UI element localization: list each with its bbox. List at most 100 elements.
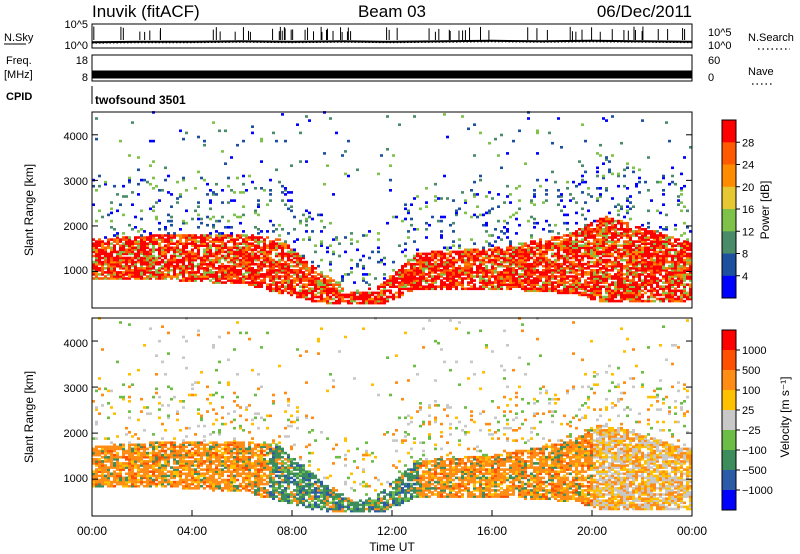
heatmap-cell — [683, 289, 686, 293]
heatmap-cell — [530, 273, 533, 276]
heatmap-cell — [188, 236, 191, 239]
heatmap-cell — [200, 267, 203, 270]
heatmap-cell — [539, 260, 542, 264]
heatmap-cell — [251, 244, 254, 247]
heatmap-cell — [605, 277, 608, 280]
heatmap-cell — [623, 281, 626, 284]
heatmap-cell — [431, 264, 434, 268]
heatmap-cell — [551, 281, 554, 284]
heatmap-cell — [497, 275, 500, 278]
heatmap-cell — [620, 287, 623, 291]
heatmap-cell — [281, 291, 284, 295]
heatmap-cell — [539, 240, 542, 243]
heatmap-cell — [467, 250, 470, 254]
heatmap-cell — [215, 281, 218, 284]
heatmap-cell — [305, 260, 308, 264]
heatmap-cell — [545, 269, 548, 272]
heatmap-cell — [254, 248, 257, 252]
heatmap-cell — [563, 260, 566, 264]
heatmap-cell — [296, 260, 299, 264]
heatmap-cell — [458, 264, 461, 268]
heatmap-cell — [536, 283, 539, 286]
heatmap-cell — [98, 480, 101, 484]
heatmap-cell — [140, 246, 143, 250]
heatmap-cell — [605, 158, 608, 161]
heatmap-cell — [275, 287, 278, 291]
heatmap-cell — [218, 264, 221, 268]
heatmap-cell — [623, 277, 626, 280]
heatmap-cell — [611, 264, 614, 268]
heatmap-cell — [503, 219, 506, 223]
heatmap-cell — [446, 246, 449, 250]
heatmap-cell — [332, 285, 335, 288]
heatmap-cell — [242, 182, 245, 186]
heatmap-cell — [611, 236, 614, 239]
heatmap-cell — [671, 277, 674, 280]
heatmap-cell — [209, 207, 212, 211]
heatmap-cell — [653, 269, 656, 272]
heatmap-cell — [251, 258, 254, 262]
heatmap-cell — [503, 256, 506, 260]
heatmap-cell — [503, 271, 506, 274]
heatmap-cell — [644, 299, 647, 303]
heatmap-cell — [185, 234, 188, 237]
heatmap-cell — [566, 285, 569, 288]
heatmap-cell — [596, 291, 599, 295]
heatmap-cell — [125, 426, 128, 430]
heatmap-cell — [626, 236, 629, 239]
heatmap-cell — [434, 254, 437, 258]
heatmap-cell — [467, 283, 470, 286]
heatmap-cell — [536, 277, 539, 280]
heatmap-cell — [245, 254, 248, 258]
heatmap-cell — [626, 295, 629, 299]
heatmap-cell — [656, 271, 659, 274]
heatmap-cell — [398, 295, 401, 299]
heatmap-cell — [671, 271, 674, 274]
heatmap-cell — [332, 252, 335, 256]
heatmap-cell — [575, 184, 578, 188]
heatmap-cell — [641, 299, 644, 303]
heatmap-cell — [500, 279, 503, 282]
heatmap-cell — [128, 395, 131, 399]
heatmap-cell — [617, 275, 620, 278]
heatmap-cell — [530, 215, 533, 219]
heatmap-cell — [572, 271, 575, 274]
heatmap-cell — [128, 400, 131, 403]
heatmap-cell — [290, 269, 293, 272]
heatmap-cell — [602, 252, 605, 256]
heatmap-cell — [152, 478, 155, 482]
heatmap-cell — [515, 217, 518, 221]
heatmap-cell — [533, 246, 536, 250]
heatmap-cell — [605, 264, 608, 268]
heatmap-cell — [95, 254, 98, 258]
heatmap-cell — [149, 234, 152, 237]
heatmap-cell — [545, 287, 548, 291]
heatmap-cell — [497, 246, 500, 250]
heatmap-cell — [443, 113, 446, 116]
nave-right-tick-top: 60 — [708, 55, 720, 67]
heatmap-cell — [257, 228, 260, 231]
heatmap-cell — [131, 455, 134, 459]
heatmap-cell — [257, 250, 260, 254]
heatmap-cell — [131, 248, 134, 252]
heatmap-cell — [596, 240, 599, 243]
heatmap-cell — [293, 240, 296, 243]
heatmap-cell — [620, 248, 623, 252]
heatmap-cell — [563, 271, 566, 274]
heatmap-cell — [161, 271, 164, 274]
heatmap-cell — [221, 215, 224, 219]
heatmap-cell — [104, 476, 107, 480]
heatmap-cell — [104, 277, 107, 280]
heatmap-cell — [509, 281, 512, 284]
heatmap-cell — [629, 258, 632, 262]
heatmap-cell — [440, 215, 443, 219]
heatmap-cell — [194, 277, 197, 280]
heatmap-cell — [293, 291, 296, 295]
heatmap-cell — [599, 279, 602, 282]
heatmap-cell — [92, 271, 95, 274]
heatmap-cell — [653, 264, 656, 268]
heatmap-cell — [392, 283, 395, 286]
heatmap-cell — [662, 293, 665, 297]
heatmap-cell — [143, 277, 146, 280]
heatmap-cell — [512, 254, 515, 258]
